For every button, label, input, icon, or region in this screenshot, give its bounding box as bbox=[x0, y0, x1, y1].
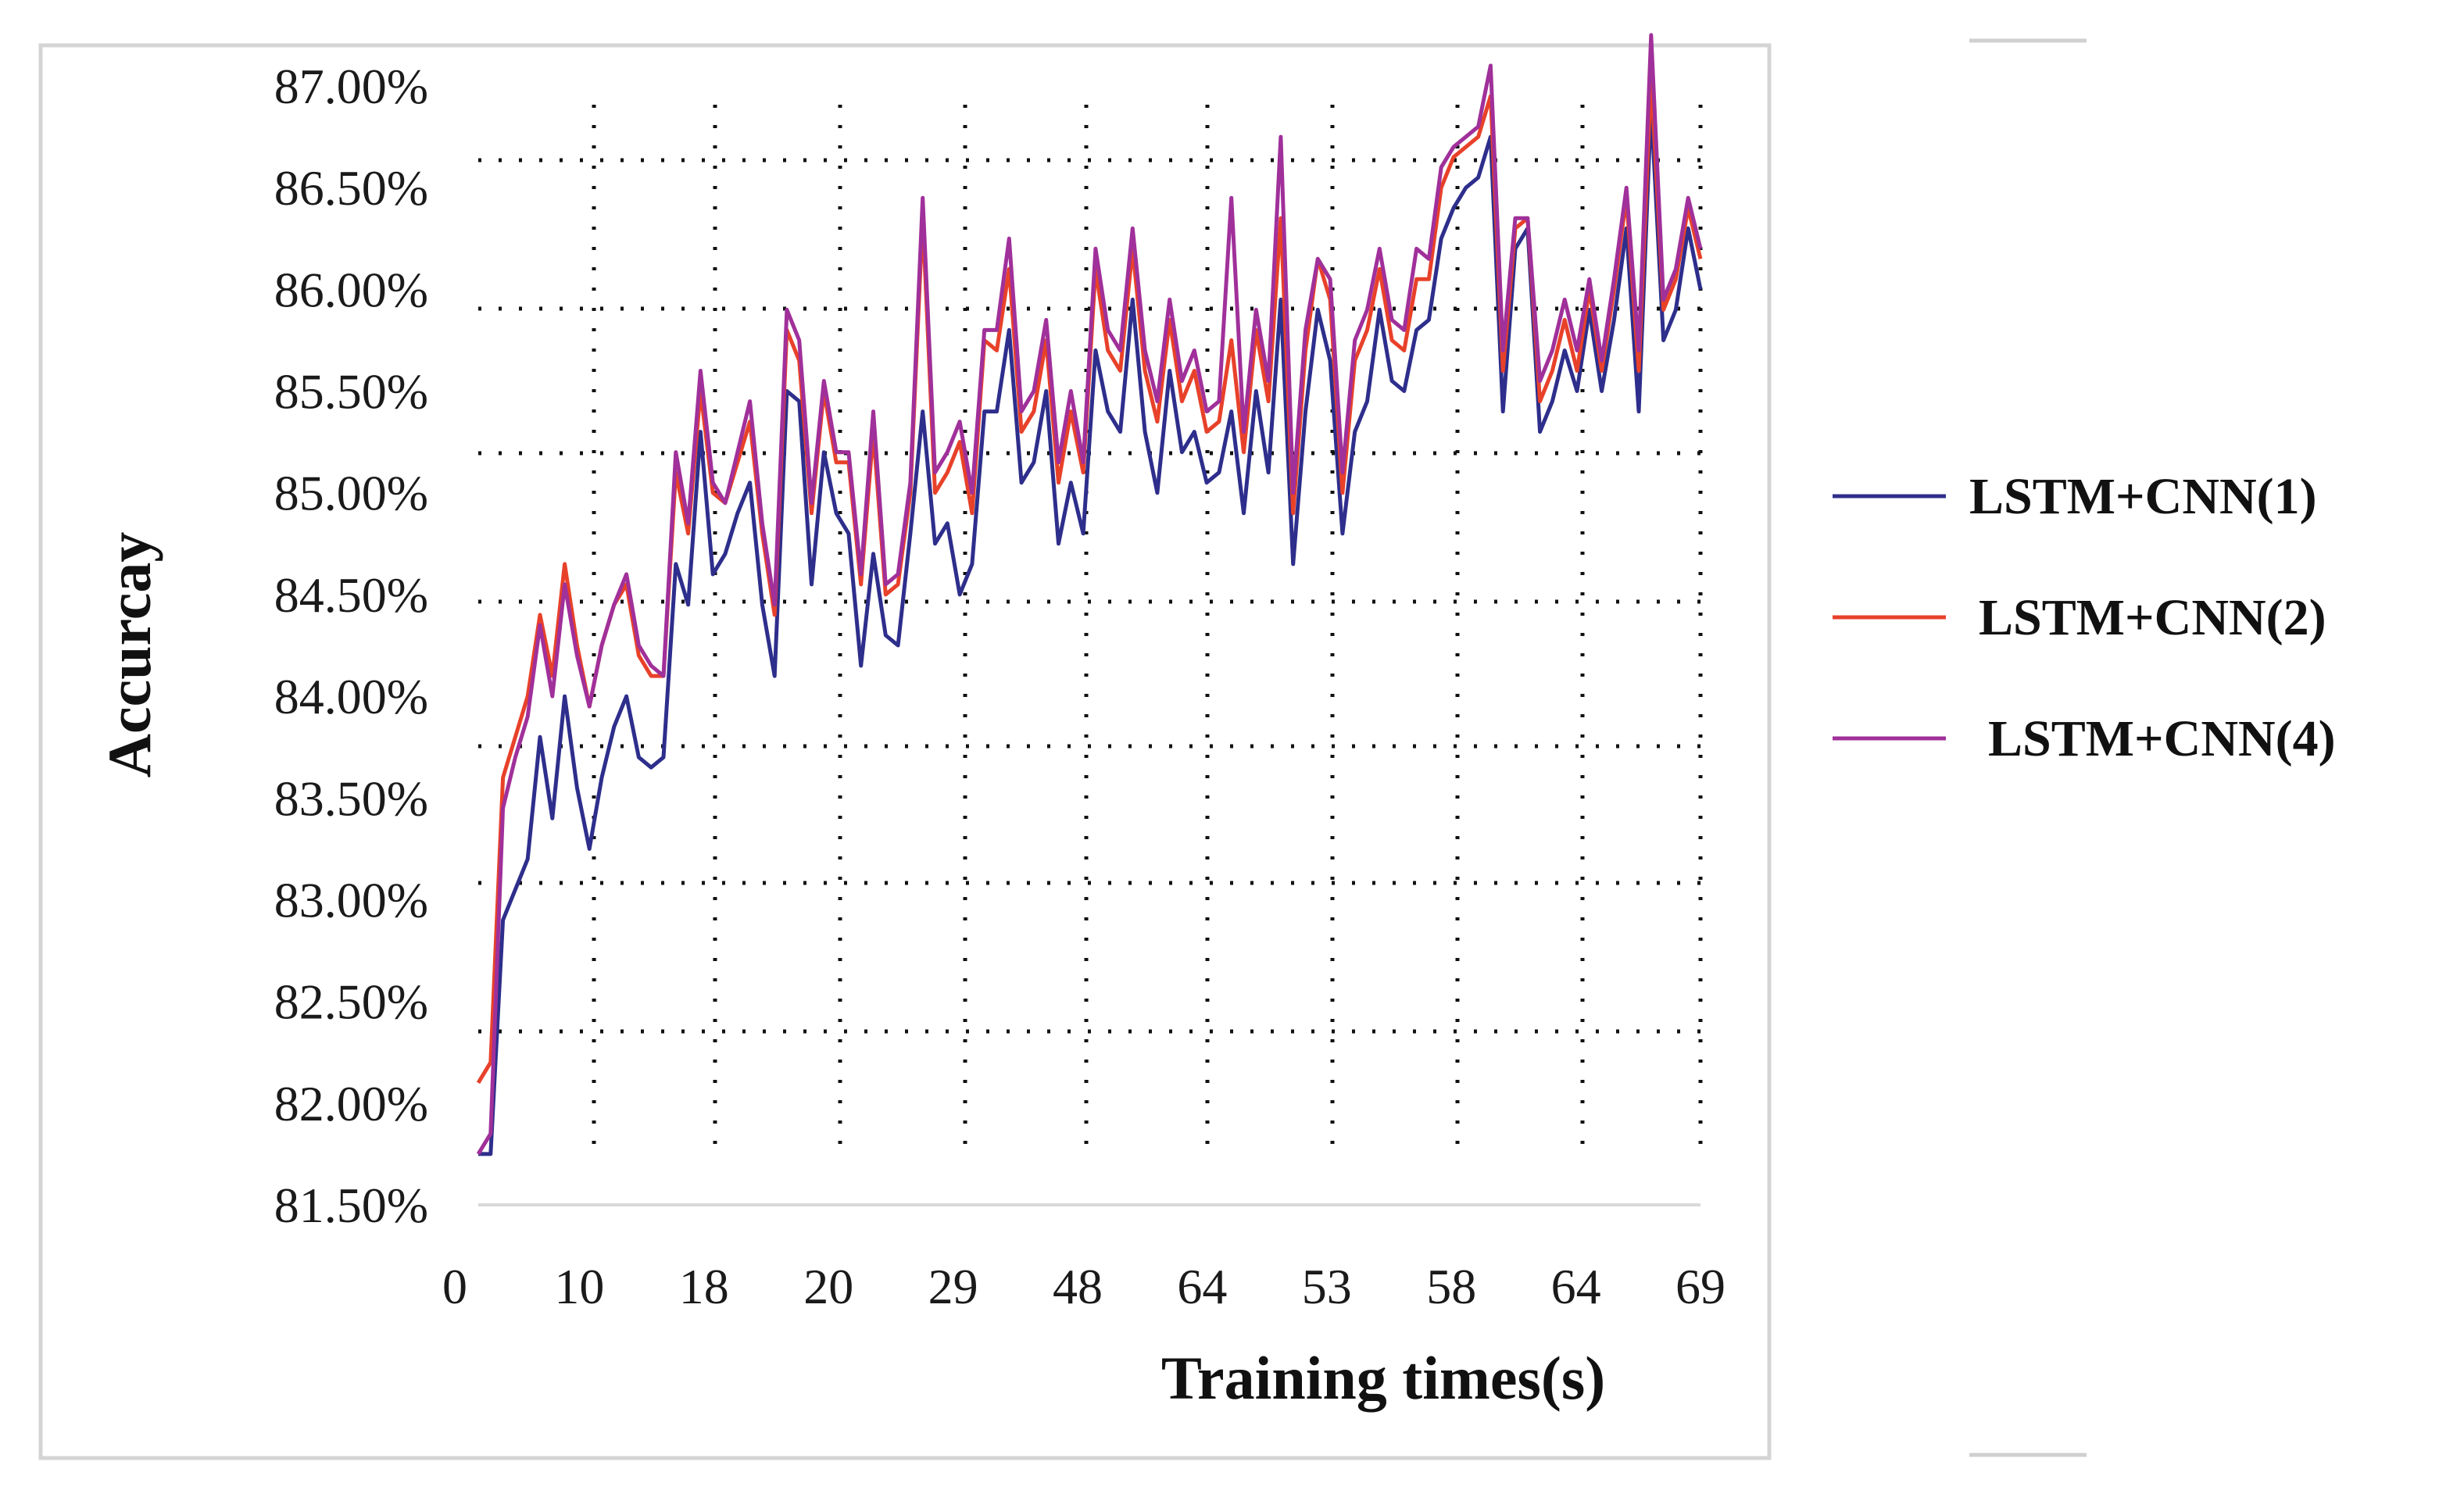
x-tick-label: 0 bbox=[442, 1259, 467, 1314]
chart-frame bbox=[38, 43, 1772, 1460]
series-line-3 bbox=[476, 33, 1703, 1156]
y-tick-label: 82.00% bbox=[274, 1076, 428, 1131]
x-tick-label: 29 bbox=[928, 1259, 978, 1314]
y-tick-label: 85.50% bbox=[274, 364, 428, 420]
x-tick-label: 58 bbox=[1426, 1259, 1476, 1314]
y-tick-label: 86.00% bbox=[274, 262, 428, 317]
y-axis-title: Accurcay bbox=[95, 532, 163, 778]
legend: LSTM+CNN(1) LSTM+CNN(2) LSTM+CNN(4) bbox=[1833, 468, 2336, 767]
x-axis-title: Training times(s) bbox=[1161, 1344, 1605, 1412]
series-layer bbox=[476, 33, 1703, 1156]
y-tick-label: 83.00% bbox=[274, 872, 428, 927]
x-tick-label: 48 bbox=[1053, 1259, 1103, 1314]
x-tick-label: 18 bbox=[679, 1259, 729, 1314]
x-tick-label: 53 bbox=[1302, 1259, 1352, 1314]
y-tick-label: 86.50% bbox=[274, 160, 428, 216]
x-tick-label: 64 bbox=[1551, 1259, 1601, 1314]
y-tick-label: 82.50% bbox=[274, 974, 428, 1030]
legend-label: LSTM+CNN(1) bbox=[1969, 468, 2317, 525]
x-tick-label: 20 bbox=[803, 1259, 853, 1314]
y-tick-label: 84.00% bbox=[274, 669, 428, 724]
x-tick-label: 69 bbox=[1675, 1259, 1726, 1314]
x-tick-labels: 0 10 18 20 29 48 64 53 58 64 69 bbox=[442, 1259, 1726, 1314]
legend-label: LSTM+CNN(2) bbox=[1979, 589, 2326, 646]
legend-label: LSTM+CNN(4) bbox=[1988, 710, 2336, 767]
y-tick-label: 87.00% bbox=[274, 59, 428, 114]
y-tick-label: 84.50% bbox=[274, 567, 428, 623]
x-tick-label: 10 bbox=[554, 1259, 604, 1314]
y-tick-labels: 87.00% 86.50% 86.00% 85.50% 85.00% 84.50% 84.0… bbox=[274, 59, 428, 1233]
y-tick-label: 85.00% bbox=[274, 466, 428, 521]
y-tick-label: 81.50% bbox=[274, 1178, 428, 1233]
y-tick-label: 83.50% bbox=[274, 770, 428, 826]
x-tick-label: 64 bbox=[1177, 1259, 1227, 1314]
